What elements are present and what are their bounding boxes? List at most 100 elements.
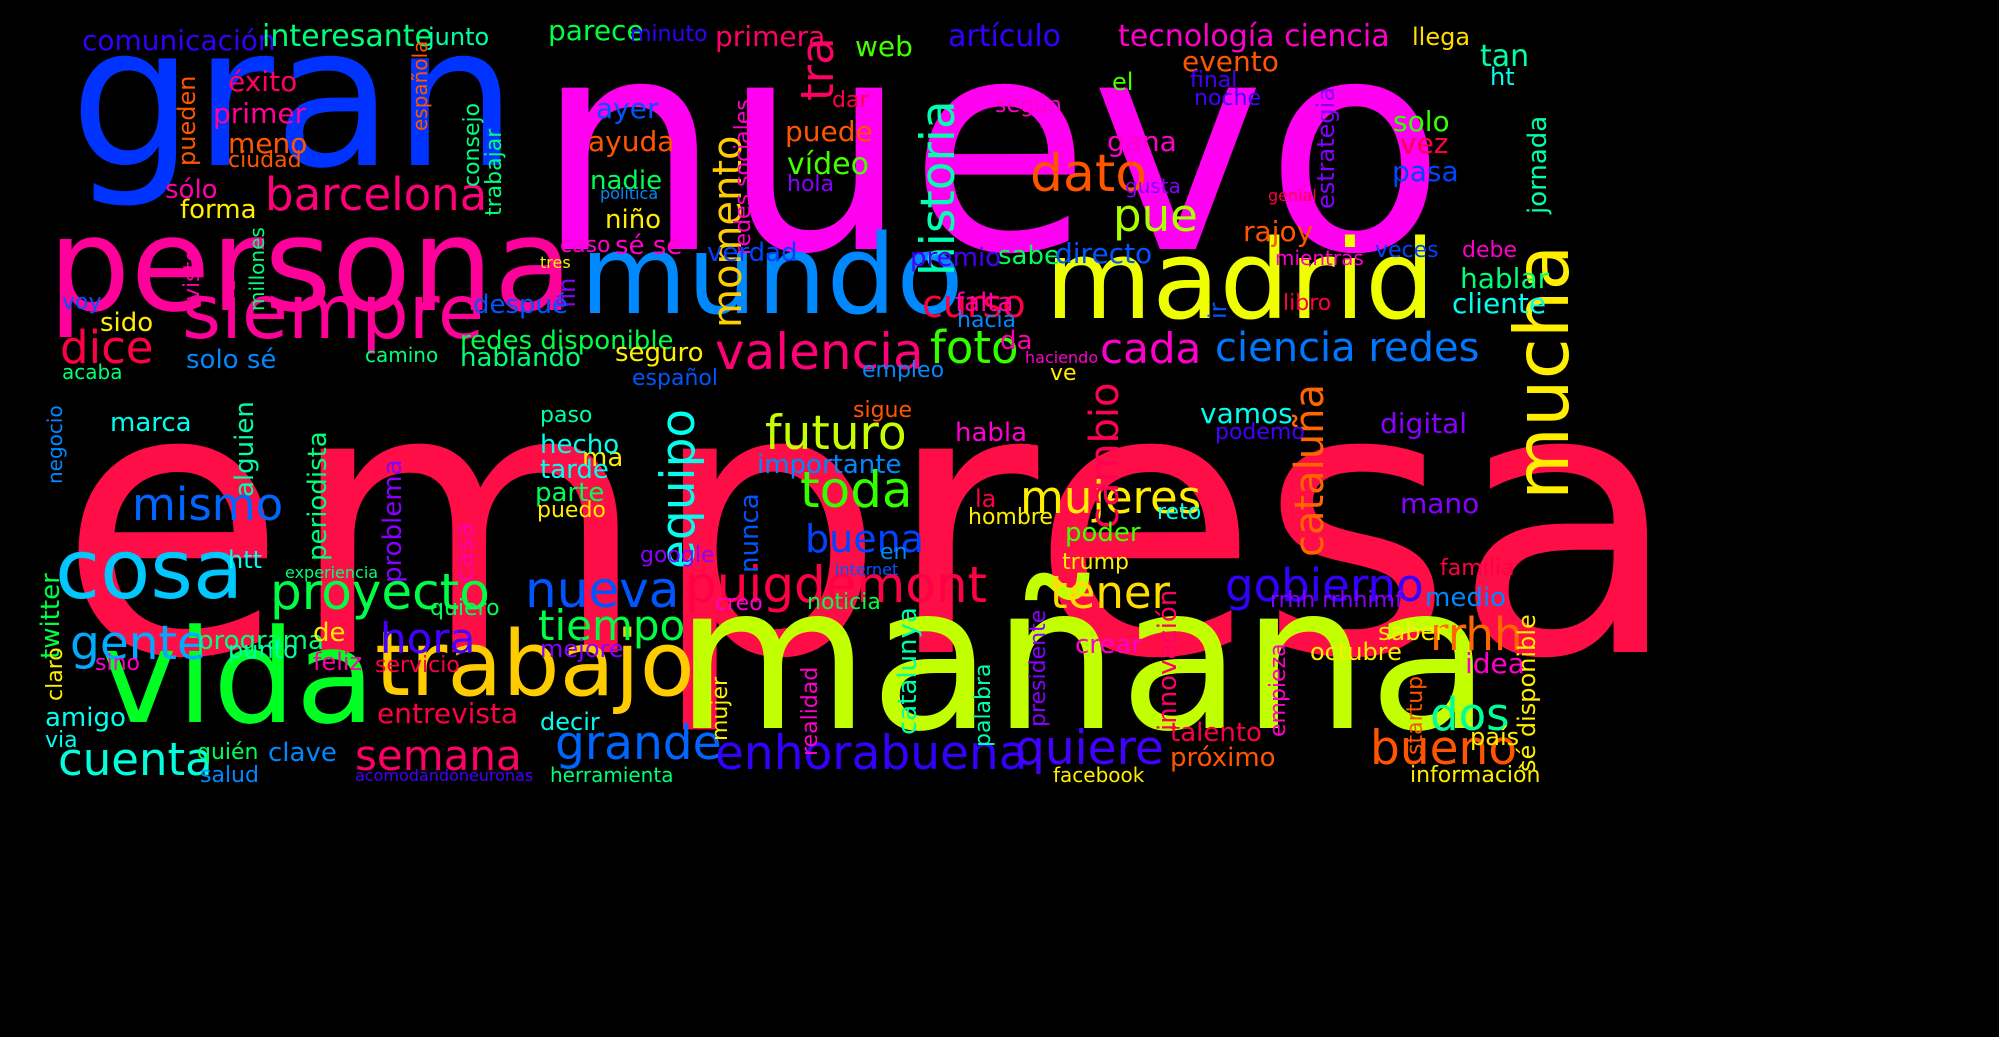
word-realidad: realidad [798, 666, 823, 756]
word-manana: mañana [675, 543, 1492, 776]
word-pasa: pasa [1392, 155, 1459, 188]
word-nunca: nunca [735, 493, 765, 573]
word-espanol: español [632, 366, 718, 391]
word-solo: solo [1393, 105, 1450, 138]
word-pue: pue [1113, 189, 1198, 242]
word-pueden: pueden [173, 75, 201, 167]
word-palabra: palabra [971, 663, 996, 748]
word-catalunya: catalunya [893, 607, 923, 736]
word-solo-se: solo sé [186, 345, 277, 375]
word-valencia: valencia [715, 323, 924, 381]
word-interesante: interesante [262, 19, 433, 54]
word-gobierno: gobierno [1225, 559, 1424, 612]
word-innovacion: innovación [1153, 589, 1183, 731]
word-parte: parte [535, 478, 605, 508]
word-empieza: empieza [1266, 643, 1291, 738]
word-directo: directo [1055, 237, 1153, 270]
word-enhorabuena: enhorabuena [715, 726, 1028, 781]
word-caso: caso [560, 233, 611, 258]
word-puede: puede [785, 115, 873, 148]
word-mejore: mejore [540, 635, 624, 663]
word-claro: claro [43, 647, 68, 701]
word-evento: evento [1182, 45, 1279, 78]
word-informacion: información [1410, 763, 1541, 788]
word-sino: sino [95, 651, 140, 676]
word-dos: dos [1430, 688, 1510, 741]
word-ht: ht [1490, 63, 1515, 91]
word-amigo: amigo [45, 703, 126, 733]
word-servicio: servicio [375, 653, 460, 678]
word-podemo: podemo [1215, 420, 1305, 445]
word-habla: habla [955, 418, 1028, 448]
word-estrategia: estrategia [1312, 86, 1340, 209]
word-ma: ma [582, 443, 624, 473]
word-dar: dar [832, 88, 869, 113]
word-ayuda: ayuda [588, 125, 675, 158]
word-trabajar: trabajar [482, 128, 507, 216]
word-politica: politica [600, 184, 659, 203]
word-primera: primera [715, 20, 826, 53]
word-web: web [855, 30, 913, 63]
word-hablar: hablar [1460, 262, 1550, 295]
word-quiero: quiero [430, 596, 500, 621]
word-paso: paso [540, 403, 593, 428]
word-gusta: gusta [1125, 174, 1181, 198]
word-camino: camino [365, 343, 439, 367]
word-programa: programa [197, 626, 324, 656]
word-millones: millones [245, 227, 269, 311]
word-ve: ve [1050, 361, 1077, 386]
word-reto: reto [1157, 500, 1202, 525]
word-bueno: bueno [1370, 721, 1518, 776]
word-comunicacion: comunicación [82, 24, 276, 57]
word-sido: sido [100, 308, 154, 338]
word-forma: forma [180, 195, 257, 225]
word-empresa: empresa [58, 307, 1681, 740]
word-periodista: periodista [303, 431, 333, 561]
word-cataluna: cataluña [1287, 383, 1333, 557]
word-acomodandoneuronas: acomodandoneuronas [355, 766, 534, 785]
word-despue: despué [473, 290, 569, 320]
word-se-se: sé sé [615, 231, 683, 261]
word-importante: importante [757, 450, 902, 480]
word-familia: familia [1440, 556, 1515, 581]
word-madrid: madrid [1045, 216, 1435, 344]
word-vida: vida [100, 601, 376, 753]
word-exito: éxito [228, 65, 298, 98]
word-trabajo: trabajo [375, 612, 695, 717]
word-minuto: minuto [630, 22, 708, 47]
word-noche: noche [1194, 86, 1261, 111]
word-jornada: jornada [1523, 115, 1553, 215]
word-internet: internet [835, 560, 899, 579]
word-sabe: sabe [998, 241, 1060, 271]
word-sigue: sigue [853, 398, 913, 423]
word-rajoy: rajoy [1243, 215, 1314, 248]
word-debe: debe [1462, 238, 1517, 263]
word-rrhh-rrhhimf: rrhh rrhhimf [1270, 588, 1403, 613]
word-empleo: empleo [862, 358, 945, 383]
word-nadie: nadie [590, 166, 663, 196]
word-libro: libro [1283, 291, 1332, 316]
word-quien: quién [197, 740, 259, 765]
word-redes-disponible: redes disponible [460, 326, 674, 356]
word-mujeres: mujeres [1020, 471, 1202, 524]
word-saber: saber [1378, 618, 1446, 646]
word-punto: punto [228, 636, 298, 664]
word-nuevo: nuevo [535, 0, 1446, 319]
word-da: da [1000, 326, 1033, 356]
word-segun: según [995, 93, 1062, 118]
word-proximo: próximo [1170, 743, 1276, 773]
word-articulo: artículo [948, 19, 1062, 54]
word-feliz: feliz [313, 648, 363, 676]
word-tarde: tarde [540, 455, 609, 485]
word-facebook: facebook [1053, 763, 1145, 787]
word-puigdemont: puigdemont [685, 556, 988, 614]
word-falta: falta [955, 288, 1014, 318]
word-via: via [45, 728, 78, 753]
word-medio: medio [1425, 583, 1506, 613]
word-en: en [880, 540, 908, 565]
word-consejo: consejo [460, 103, 485, 188]
word-espanola: española [408, 40, 432, 131]
word-idea: idea [1465, 647, 1525, 680]
word-semana: semana [355, 731, 522, 780]
word-trump: trump [1062, 550, 1130, 575]
